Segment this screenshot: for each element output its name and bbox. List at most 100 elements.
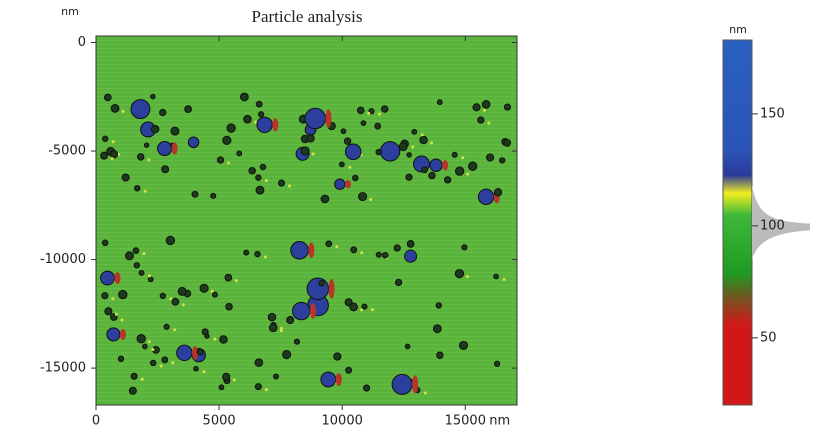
speck xyxy=(420,133,424,137)
particle xyxy=(404,249,418,263)
particle xyxy=(248,166,256,175)
particle xyxy=(300,146,310,156)
particle-shadow xyxy=(442,160,449,171)
particle xyxy=(350,246,358,254)
speck xyxy=(142,252,146,256)
particle xyxy=(406,152,412,158)
particle xyxy=(421,166,428,174)
particle-shadow xyxy=(328,279,335,299)
speck xyxy=(411,145,415,149)
particle xyxy=(356,106,365,115)
particle xyxy=(257,111,265,118)
speck xyxy=(210,289,214,293)
colorbar-tick-label: 150 xyxy=(760,106,785,121)
speck xyxy=(360,308,364,312)
speck xyxy=(335,245,339,249)
particle xyxy=(338,161,345,168)
particle xyxy=(472,103,481,112)
particle-shadow xyxy=(309,303,316,319)
particle-shadow xyxy=(412,375,419,394)
particle xyxy=(318,280,325,287)
particle xyxy=(187,136,200,149)
particle xyxy=(161,356,169,364)
particle xyxy=(163,323,170,330)
particle xyxy=(191,190,199,198)
speck xyxy=(253,120,257,124)
particle xyxy=(345,366,353,374)
speck xyxy=(213,337,217,341)
particle xyxy=(320,371,337,388)
speck xyxy=(430,141,434,145)
particle xyxy=(142,343,148,350)
particle xyxy=(143,142,150,148)
speck xyxy=(370,308,374,312)
particle xyxy=(404,343,411,350)
particle xyxy=(498,157,506,164)
particle xyxy=(290,240,309,260)
particle xyxy=(159,292,167,300)
particle xyxy=(343,137,352,145)
particle xyxy=(477,188,495,206)
particle xyxy=(493,273,499,280)
colorbar-tick-label: 50 xyxy=(760,330,777,345)
particle xyxy=(118,289,128,300)
speck xyxy=(465,275,469,279)
x-tick-label: 5000 xyxy=(203,414,236,429)
particle-shadow xyxy=(325,109,332,128)
particle xyxy=(436,99,443,106)
speck xyxy=(360,251,364,255)
particle xyxy=(125,251,134,261)
particle xyxy=(358,192,368,202)
speck xyxy=(264,388,268,392)
particle xyxy=(226,123,236,133)
particle-shadow xyxy=(308,242,315,259)
particle xyxy=(150,93,156,100)
speck xyxy=(147,158,151,162)
particle xyxy=(161,165,170,174)
speck xyxy=(234,279,238,283)
particle xyxy=(391,373,413,395)
particle xyxy=(147,276,154,283)
particle xyxy=(110,103,120,113)
particle xyxy=(222,135,232,146)
particle xyxy=(393,244,401,252)
particle xyxy=(411,128,418,135)
particle xyxy=(268,323,278,333)
particle xyxy=(360,120,367,126)
particle xyxy=(103,93,112,102)
speck xyxy=(487,121,491,125)
particle xyxy=(134,185,141,192)
speck xyxy=(120,318,124,322)
particle xyxy=(136,334,146,344)
particle xyxy=(222,372,231,381)
particle xyxy=(277,179,286,187)
particle xyxy=(273,373,280,380)
particle xyxy=(100,270,115,286)
particle xyxy=(219,335,228,344)
speck xyxy=(151,348,155,352)
particle xyxy=(375,148,382,156)
speck xyxy=(311,152,315,156)
particle xyxy=(374,122,382,130)
particle xyxy=(138,269,145,276)
speck xyxy=(279,326,283,330)
particle xyxy=(256,116,273,134)
particle xyxy=(101,292,109,300)
particle xyxy=(236,150,243,157)
particle-shadow xyxy=(171,142,178,155)
particle xyxy=(486,153,495,162)
particle-shadow xyxy=(114,272,121,284)
particle xyxy=(349,302,359,312)
particle xyxy=(224,273,233,282)
speck xyxy=(263,255,267,259)
particle xyxy=(128,386,137,395)
particle xyxy=(171,297,180,306)
particle xyxy=(435,302,443,309)
y-tick-label: 0 xyxy=(78,35,86,50)
particle xyxy=(130,99,151,120)
particle xyxy=(432,324,442,334)
particle xyxy=(419,135,428,145)
particle xyxy=(184,105,192,113)
particle xyxy=(503,139,512,147)
